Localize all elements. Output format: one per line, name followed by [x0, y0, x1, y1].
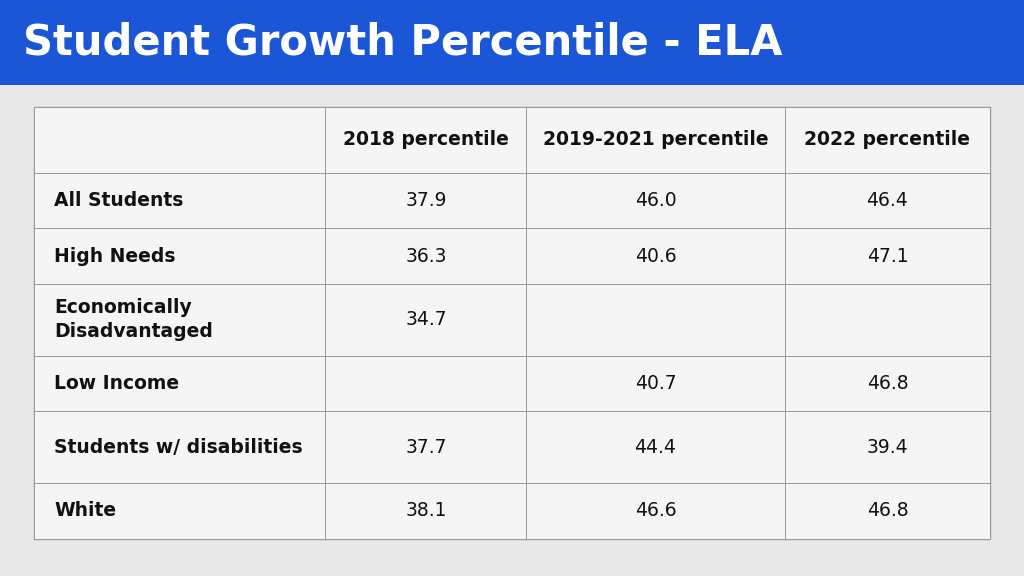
FancyBboxPatch shape	[0, 0, 1024, 85]
Text: 44.4: 44.4	[635, 438, 677, 457]
Bar	[784, 483, 990, 539]
Text: Economically
Disadvantaged: Economically Disadvantaged	[54, 298, 213, 341]
Text: Students w/ disabilities: Students w/ disabilities	[54, 438, 303, 457]
Bar	[526, 411, 784, 483]
Bar	[34, 107, 990, 539]
Bar	[526, 355, 784, 411]
Text: 46.4: 46.4	[866, 191, 908, 210]
Bar	[526, 483, 784, 539]
Bar	[784, 228, 990, 284]
Bar	[34, 107, 326, 172]
Bar	[784, 284, 990, 355]
Text: 2019-2021 percentile: 2019-2021 percentile	[543, 130, 768, 149]
Bar	[526, 172, 784, 228]
Bar	[784, 172, 990, 228]
Text: Student Growth Percentile - ELA: Student Growth Percentile - ELA	[23, 22, 782, 63]
Bar	[784, 107, 990, 172]
Bar	[34, 483, 326, 539]
Text: 46.6: 46.6	[635, 501, 676, 520]
Bar	[326, 411, 526, 483]
Bar	[34, 228, 326, 284]
Bar	[326, 228, 526, 284]
Text: 46.8: 46.8	[866, 501, 908, 520]
Bar	[326, 107, 526, 172]
Text: 40.6: 40.6	[635, 247, 676, 266]
Text: 34.7: 34.7	[406, 310, 446, 329]
Text: 37.7: 37.7	[406, 438, 446, 457]
Text: 38.1: 38.1	[406, 501, 446, 520]
Bar	[34, 355, 326, 411]
Bar	[34, 284, 326, 355]
Bar	[326, 284, 526, 355]
Text: High Needs: High Needs	[54, 247, 176, 266]
Bar	[526, 228, 784, 284]
Text: 46.0: 46.0	[635, 191, 676, 210]
Text: All Students: All Students	[54, 191, 183, 210]
Bar	[526, 107, 784, 172]
Bar	[784, 355, 990, 411]
Bar	[34, 172, 326, 228]
Text: 36.3: 36.3	[406, 247, 446, 266]
Text: 39.4: 39.4	[866, 438, 908, 457]
Bar	[526, 284, 784, 355]
Bar	[326, 355, 526, 411]
Bar	[326, 172, 526, 228]
Text: 2022 percentile: 2022 percentile	[805, 130, 971, 149]
Bar	[34, 411, 326, 483]
Text: White: White	[54, 501, 117, 520]
Text: 2018 percentile: 2018 percentile	[343, 130, 509, 149]
Bar	[784, 411, 990, 483]
Bar	[326, 483, 526, 539]
Text: 46.8: 46.8	[866, 374, 908, 393]
Text: 37.9: 37.9	[406, 191, 446, 210]
Text: 40.7: 40.7	[635, 374, 676, 393]
Text: 47.1: 47.1	[866, 247, 908, 266]
Text: Low Income: Low Income	[54, 374, 179, 393]
